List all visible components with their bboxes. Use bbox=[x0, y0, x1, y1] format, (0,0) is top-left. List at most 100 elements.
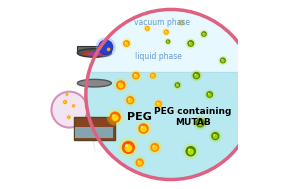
Circle shape bbox=[140, 126, 147, 132]
Circle shape bbox=[193, 116, 207, 130]
Circle shape bbox=[119, 83, 120, 85]
Circle shape bbox=[213, 134, 215, 136]
Circle shape bbox=[124, 144, 132, 152]
Circle shape bbox=[137, 160, 142, 165]
Circle shape bbox=[73, 105, 75, 107]
Circle shape bbox=[185, 146, 196, 156]
Circle shape bbox=[63, 100, 67, 104]
Circle shape bbox=[152, 74, 153, 75]
Circle shape bbox=[202, 33, 206, 36]
Circle shape bbox=[126, 96, 134, 104]
Circle shape bbox=[211, 132, 220, 140]
Circle shape bbox=[188, 149, 190, 151]
Circle shape bbox=[201, 31, 207, 37]
Circle shape bbox=[125, 42, 126, 43]
Circle shape bbox=[146, 27, 147, 28]
Circle shape bbox=[203, 33, 204, 34]
Circle shape bbox=[64, 101, 65, 102]
Circle shape bbox=[176, 84, 179, 87]
Circle shape bbox=[175, 82, 180, 88]
Circle shape bbox=[187, 40, 194, 47]
Polygon shape bbox=[89, 9, 253, 72]
Circle shape bbox=[72, 104, 75, 107]
Circle shape bbox=[209, 130, 222, 142]
Circle shape bbox=[148, 141, 162, 154]
Circle shape bbox=[197, 121, 203, 126]
Circle shape bbox=[145, 26, 150, 31]
Circle shape bbox=[67, 115, 71, 119]
Circle shape bbox=[96, 37, 116, 57]
FancyBboxPatch shape bbox=[77, 46, 111, 51]
Circle shape bbox=[189, 42, 190, 43]
Circle shape bbox=[167, 40, 169, 43]
Circle shape bbox=[157, 102, 161, 106]
Circle shape bbox=[205, 89, 215, 100]
Circle shape bbox=[107, 109, 124, 126]
Circle shape bbox=[154, 99, 164, 109]
Circle shape bbox=[71, 104, 76, 108]
Circle shape bbox=[153, 145, 154, 147]
Circle shape bbox=[152, 145, 158, 151]
Circle shape bbox=[123, 40, 130, 47]
Circle shape bbox=[130, 70, 141, 81]
Circle shape bbox=[138, 160, 139, 162]
Text: PEG containing
MUTAB: PEG containing MUTAB bbox=[154, 108, 231, 127]
Text: vacuum phase: vacuum phase bbox=[134, 18, 190, 27]
Text: PEG: PEG bbox=[127, 112, 152, 122]
Circle shape bbox=[198, 121, 200, 122]
Circle shape bbox=[189, 42, 193, 46]
Circle shape bbox=[208, 93, 209, 94]
Circle shape bbox=[162, 28, 170, 36]
Circle shape bbox=[180, 22, 183, 24]
Circle shape bbox=[191, 70, 202, 81]
Circle shape bbox=[195, 118, 205, 128]
Circle shape bbox=[116, 80, 125, 90]
FancyBboxPatch shape bbox=[73, 117, 115, 140]
Circle shape bbox=[118, 83, 124, 88]
Circle shape bbox=[194, 74, 199, 78]
Circle shape bbox=[178, 19, 185, 26]
Ellipse shape bbox=[87, 52, 102, 56]
Circle shape bbox=[150, 143, 159, 152]
Circle shape bbox=[112, 114, 119, 121]
Circle shape bbox=[218, 56, 227, 65]
Circle shape bbox=[151, 74, 155, 78]
Circle shape bbox=[144, 25, 151, 32]
Circle shape bbox=[200, 30, 208, 38]
Circle shape bbox=[221, 59, 225, 63]
Circle shape bbox=[221, 59, 223, 60]
Ellipse shape bbox=[82, 51, 107, 57]
Circle shape bbox=[112, 114, 115, 117]
Circle shape bbox=[65, 93, 69, 96]
Circle shape bbox=[98, 40, 113, 54]
Circle shape bbox=[206, 91, 213, 98]
Circle shape bbox=[128, 98, 130, 100]
Circle shape bbox=[109, 112, 121, 123]
Circle shape bbox=[176, 84, 177, 85]
Circle shape bbox=[66, 93, 68, 96]
Circle shape bbox=[183, 143, 199, 159]
Circle shape bbox=[107, 48, 110, 51]
Ellipse shape bbox=[77, 79, 111, 87]
Circle shape bbox=[208, 93, 212, 97]
Polygon shape bbox=[91, 79, 95, 155]
Circle shape bbox=[66, 94, 68, 95]
Circle shape bbox=[125, 42, 129, 46]
Circle shape bbox=[186, 38, 196, 49]
Circle shape bbox=[138, 123, 149, 134]
Circle shape bbox=[125, 144, 128, 147]
Circle shape bbox=[128, 98, 133, 103]
Circle shape bbox=[121, 38, 132, 49]
Ellipse shape bbox=[77, 49, 111, 57]
Circle shape bbox=[51, 92, 87, 128]
Circle shape bbox=[64, 101, 66, 103]
Circle shape bbox=[66, 115, 71, 120]
Circle shape bbox=[167, 40, 168, 41]
Circle shape bbox=[68, 116, 69, 117]
Circle shape bbox=[68, 116, 70, 118]
Circle shape bbox=[220, 57, 226, 64]
Circle shape bbox=[193, 72, 200, 79]
Circle shape bbox=[114, 78, 128, 92]
Circle shape bbox=[122, 141, 135, 154]
Circle shape bbox=[179, 20, 184, 25]
